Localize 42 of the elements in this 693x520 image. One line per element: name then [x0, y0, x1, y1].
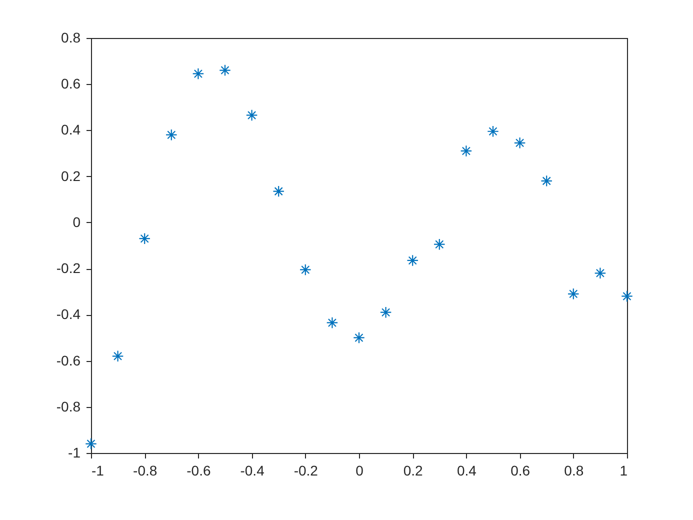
y-tick-label: -0.2 — [56, 260, 81, 276]
y-tick-label: -0.4 — [56, 306, 81, 322]
x-tick-label: -0.6 — [186, 462, 211, 478]
y-tick-label: -0.6 — [56, 352, 81, 368]
point — [540, 175, 553, 187]
point — [138, 232, 151, 244]
point — [621, 290, 633, 302]
point — [353, 332, 365, 344]
y-tick-label: 0.2 — [61, 168, 81, 184]
x-tick-label: 0.2 — [403, 462, 424, 478]
x-tick-label: -0.2 — [294, 462, 318, 478]
x-tick-label: 0.8 — [564, 462, 584, 478]
point — [219, 64, 231, 76]
point — [487, 125, 499, 138]
point — [165, 128, 178, 141]
x-tick-label: 0.4 — [456, 462, 477, 478]
point — [192, 68, 204, 80]
point — [433, 238, 446, 250]
point — [299, 264, 312, 276]
point — [326, 316, 338, 329]
x-tick-label: -1 — [92, 462, 104, 478]
point — [380, 306, 392, 318]
point — [272, 185, 285, 198]
x-tick-label: -0.4 — [240, 462, 265, 478]
x-tick-label: 0 — [356, 462, 364, 478]
point — [567, 288, 580, 300]
y-tick-label: -1 — [68, 444, 81, 460]
x-tick-label: 0.6 — [510, 462, 530, 478]
y-tick-label: 0.8 — [61, 30, 81, 46]
point — [460, 145, 472, 157]
x-tick-label: -0.8 — [133, 462, 158, 478]
y-tick-label: 0.6 — [61, 76, 81, 92]
x-tick-label: 1 — [620, 462, 628, 478]
y-tick-label: 0.4 — [61, 122, 81, 138]
y-tick-label: -0.8 — [56, 398, 81, 414]
point — [246, 109, 258, 122]
point — [594, 267, 606, 280]
point — [514, 136, 526, 149]
point — [85, 438, 97, 450]
y-tick-label: 0 — [72, 214, 81, 230]
point — [112, 350, 124, 362]
point — [406, 254, 419, 266]
